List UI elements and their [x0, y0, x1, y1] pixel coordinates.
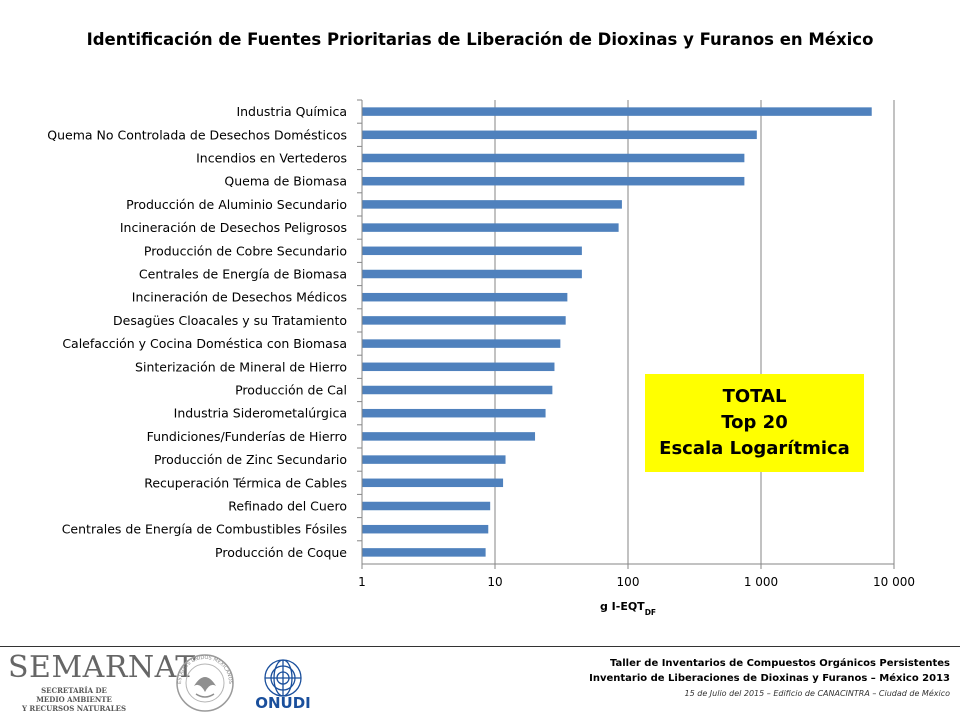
bar	[362, 385, 553, 395]
bars	[362, 107, 872, 557]
category-label: Recuperación Térmica de Cables	[144, 475, 347, 490]
bar	[362, 200, 622, 209]
bar	[362, 316, 566, 325]
annotation-box: TOTAL Top 20 Escala Logarítmica	[645, 374, 864, 472]
x-axis-ticks: 1 10 100 1 000 10 000	[357, 99, 915, 589]
footer-inventory-title: Inventario de Liberaciones de Dioxinas y…	[589, 673, 950, 684]
bar	[362, 153, 745, 163]
x-axis-title: g I-EQTDF	[600, 600, 656, 617]
category-label: Incineración de Desechos Peligrosos	[120, 220, 347, 235]
annotation-line-total: TOTAL	[722, 386, 787, 407]
footer-divider	[0, 646, 960, 647]
category-label: Producción de Cobre Secundario	[144, 243, 347, 258]
category-label: Producción de Aluminio Secundario	[126, 197, 347, 212]
category-label: Industria Química	[236, 104, 347, 119]
category-label: Centrales de Energía de Biomasa	[139, 267, 347, 282]
bar	[362, 107, 872, 116]
category-label: Producción de Coque	[215, 545, 347, 560]
bar	[362, 246, 582, 256]
category-label: Centrales de Energía de Combustibles Fós…	[62, 522, 347, 537]
bar	[362, 339, 561, 348]
category-labels: Industria Química Quema No Controlada de …	[47, 104, 347, 560]
semarnat-logo: SEMARNAT SECRETARÍA DE MEDIO AMBIENTE Y …	[8, 650, 196, 716]
bar	[362, 269, 582, 279]
bar	[362, 176, 745, 186]
category-label: Sinterización de Mineral de Hierro	[135, 359, 347, 374]
category-label: Incendios en Vertederos	[196, 151, 347, 166]
bar-chart: Industria Química Quema No Controlada de …	[47, 99, 915, 617]
footer-date-location: 15 de Julio del 2015 – Edificio de CANAC…	[684, 689, 950, 698]
mexico-seal-logo: ESTADOS UNIDOS MEXICANOS	[176, 654, 234, 712]
onudi-text: ONUDI	[255, 694, 311, 712]
category-label: Producción de Zinc Secundario	[154, 452, 347, 467]
bar	[362, 455, 506, 464]
bar	[362, 548, 486, 557]
category-label: Refinado del Cuero	[228, 499, 347, 514]
bar	[362, 478, 504, 488]
footer-text: Taller de Inventarios de Compuestos Orgá…	[589, 656, 950, 701]
gridlines	[494, 100, 895, 564]
chart-title: Identificación de Fuentes Prioritarias d…	[86, 30, 874, 49]
semarnat-wordmark: SEMARNAT	[8, 650, 196, 685]
category-label: Producción de Cal	[235, 383, 347, 398]
bar	[362, 432, 536, 441]
onudi-logo: ONUDI	[255, 659, 311, 712]
bar	[362, 362, 555, 372]
x-tick-label: 10 000	[873, 575, 915, 589]
footer-workshop-title: Taller de Inventarios de Compuestos Orgá…	[609, 658, 950, 669]
semarnat-subtitle: SECRETARÍA DE MEDIO AMBIENTE Y RECURSOS …	[21, 686, 127, 713]
x-axis-title-subscript: DF	[645, 608, 656, 617]
category-label: Quema No Controlada de Desechos Doméstic…	[47, 127, 347, 142]
x-axis-title-main: g I-EQT	[600, 600, 645, 613]
bar	[362, 501, 491, 511]
category-label: Calefacción y Cocina Doméstica con Bioma…	[62, 336, 347, 351]
x-tick-label: 10	[487, 575, 502, 589]
x-tick-label: 1	[358, 575, 366, 589]
bar	[362, 292, 568, 302]
category-label: Quema de Biomasa	[224, 174, 347, 189]
category-label: Fundiciones/Funderías de Hierro	[147, 429, 347, 444]
category-label: Desagües Cloacales y su Tratamiento	[113, 313, 347, 328]
bar	[362, 223, 619, 232]
category-label: Incineración de Desechos Médicos	[132, 290, 347, 305]
annotation-line-scale: Escala Logarítmica	[659, 438, 850, 459]
x-tick-label: 1 000	[744, 575, 778, 589]
x-tick-label: 100	[617, 575, 640, 589]
category-label: Industria Siderometalúrgica	[174, 406, 347, 421]
annotation-line-top20: Top 20	[721, 412, 788, 433]
bar	[362, 524, 489, 534]
bar	[362, 130, 757, 140]
bar	[362, 408, 546, 418]
